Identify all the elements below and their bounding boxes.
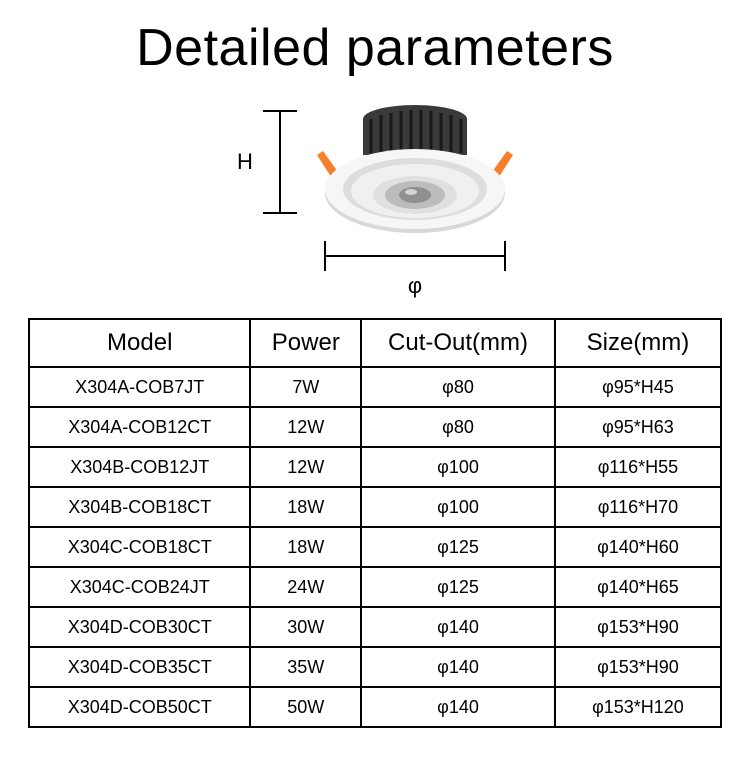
parameters-table: Model Power Cut-Out(mm) Size(mm) X304A-C…	[28, 318, 722, 728]
downlight-diagram-svg: H	[165, 83, 585, 313]
table-row: X304D-COB35CT35Wφ140φ153*H90	[29, 647, 721, 687]
cell-cutout: φ125	[361, 567, 555, 607]
cell-cutout: φ140	[361, 647, 555, 687]
header-model: Model	[29, 319, 250, 367]
table-row: X304A-COB12CT12Wφ80φ95*H63	[29, 407, 721, 447]
cell-model: X304B-COB18CT	[29, 487, 250, 527]
cell-model: X304A-COB12CT	[29, 407, 250, 447]
cell-size: φ140*H60	[555, 527, 721, 567]
table-header-row: Model Power Cut-Out(mm) Size(mm)	[29, 319, 721, 367]
cell-model: X304D-COB35CT	[29, 647, 250, 687]
page-title: Detailed parameters	[0, 0, 750, 78]
cell-power: 18W	[250, 487, 361, 527]
cell-power: 30W	[250, 607, 361, 647]
cell-cutout: φ140	[361, 687, 555, 727]
cell-model: X304C-COB18CT	[29, 527, 250, 567]
cell-size: φ140*H65	[555, 567, 721, 607]
cell-size: φ116*H70	[555, 487, 721, 527]
table-row: X304B-COB18CT18Wφ100φ116*H70	[29, 487, 721, 527]
table-row: X304D-COB50CT50Wφ140φ153*H120	[29, 687, 721, 727]
cell-model: X304D-COB30CT	[29, 607, 250, 647]
cell-size: φ153*H120	[555, 687, 721, 727]
cell-model: X304C-COB24JT	[29, 567, 250, 607]
cell-cutout: φ100	[361, 487, 555, 527]
cell-cutout: φ80	[361, 407, 555, 447]
cell-model: X304B-COB12JT	[29, 447, 250, 487]
header-power: Power	[250, 319, 361, 367]
product-diagram: H	[0, 78, 750, 318]
height-label: H	[237, 149, 253, 174]
cell-size: φ153*H90	[555, 607, 721, 647]
cell-power: 12W	[250, 407, 361, 447]
cell-power: 50W	[250, 687, 361, 727]
cell-cutout: φ125	[361, 527, 555, 567]
header-size: Size(mm)	[555, 319, 721, 367]
heatsink	[363, 105, 467, 155]
cell-power: 7W	[250, 367, 361, 407]
table-row: X304A-COB7JT7Wφ80φ95*H45	[29, 367, 721, 407]
cell-size: φ116*H55	[555, 447, 721, 487]
lens	[373, 176, 457, 214]
diameter-label: φ	[408, 273, 422, 298]
height-dimension	[263, 111, 297, 213]
parameters-table-wrap: Model Power Cut-Out(mm) Size(mm) X304A-C…	[0, 318, 750, 728]
cell-power: 35W	[250, 647, 361, 687]
cell-power: 24W	[250, 567, 361, 607]
cell-cutout: φ80	[361, 367, 555, 407]
table-row: X304D-COB30CT30Wφ140φ153*H90	[29, 607, 721, 647]
cell-cutout: φ140	[361, 607, 555, 647]
cell-model: X304D-COB50CT	[29, 687, 250, 727]
cell-size: φ153*H90	[555, 647, 721, 687]
cell-power: 18W	[250, 527, 361, 567]
header-cutout: Cut-Out(mm)	[361, 319, 555, 367]
cell-size: φ95*H45	[555, 367, 721, 407]
table-row: X304B-COB12JT12Wφ100φ116*H55	[29, 447, 721, 487]
cell-model: X304A-COB7JT	[29, 367, 250, 407]
table-row: X304C-COB24JT24Wφ125φ140*H65	[29, 567, 721, 607]
cell-power: 12W	[250, 447, 361, 487]
table-body: X304A-COB7JT7Wφ80φ95*H45X304A-COB12CT12W…	[29, 367, 721, 727]
table-row: X304C-COB18CT18Wφ125φ140*H60	[29, 527, 721, 567]
cell-cutout: φ100	[361, 447, 555, 487]
cell-size: φ95*H63	[555, 407, 721, 447]
diameter-dimension	[325, 241, 505, 271]
